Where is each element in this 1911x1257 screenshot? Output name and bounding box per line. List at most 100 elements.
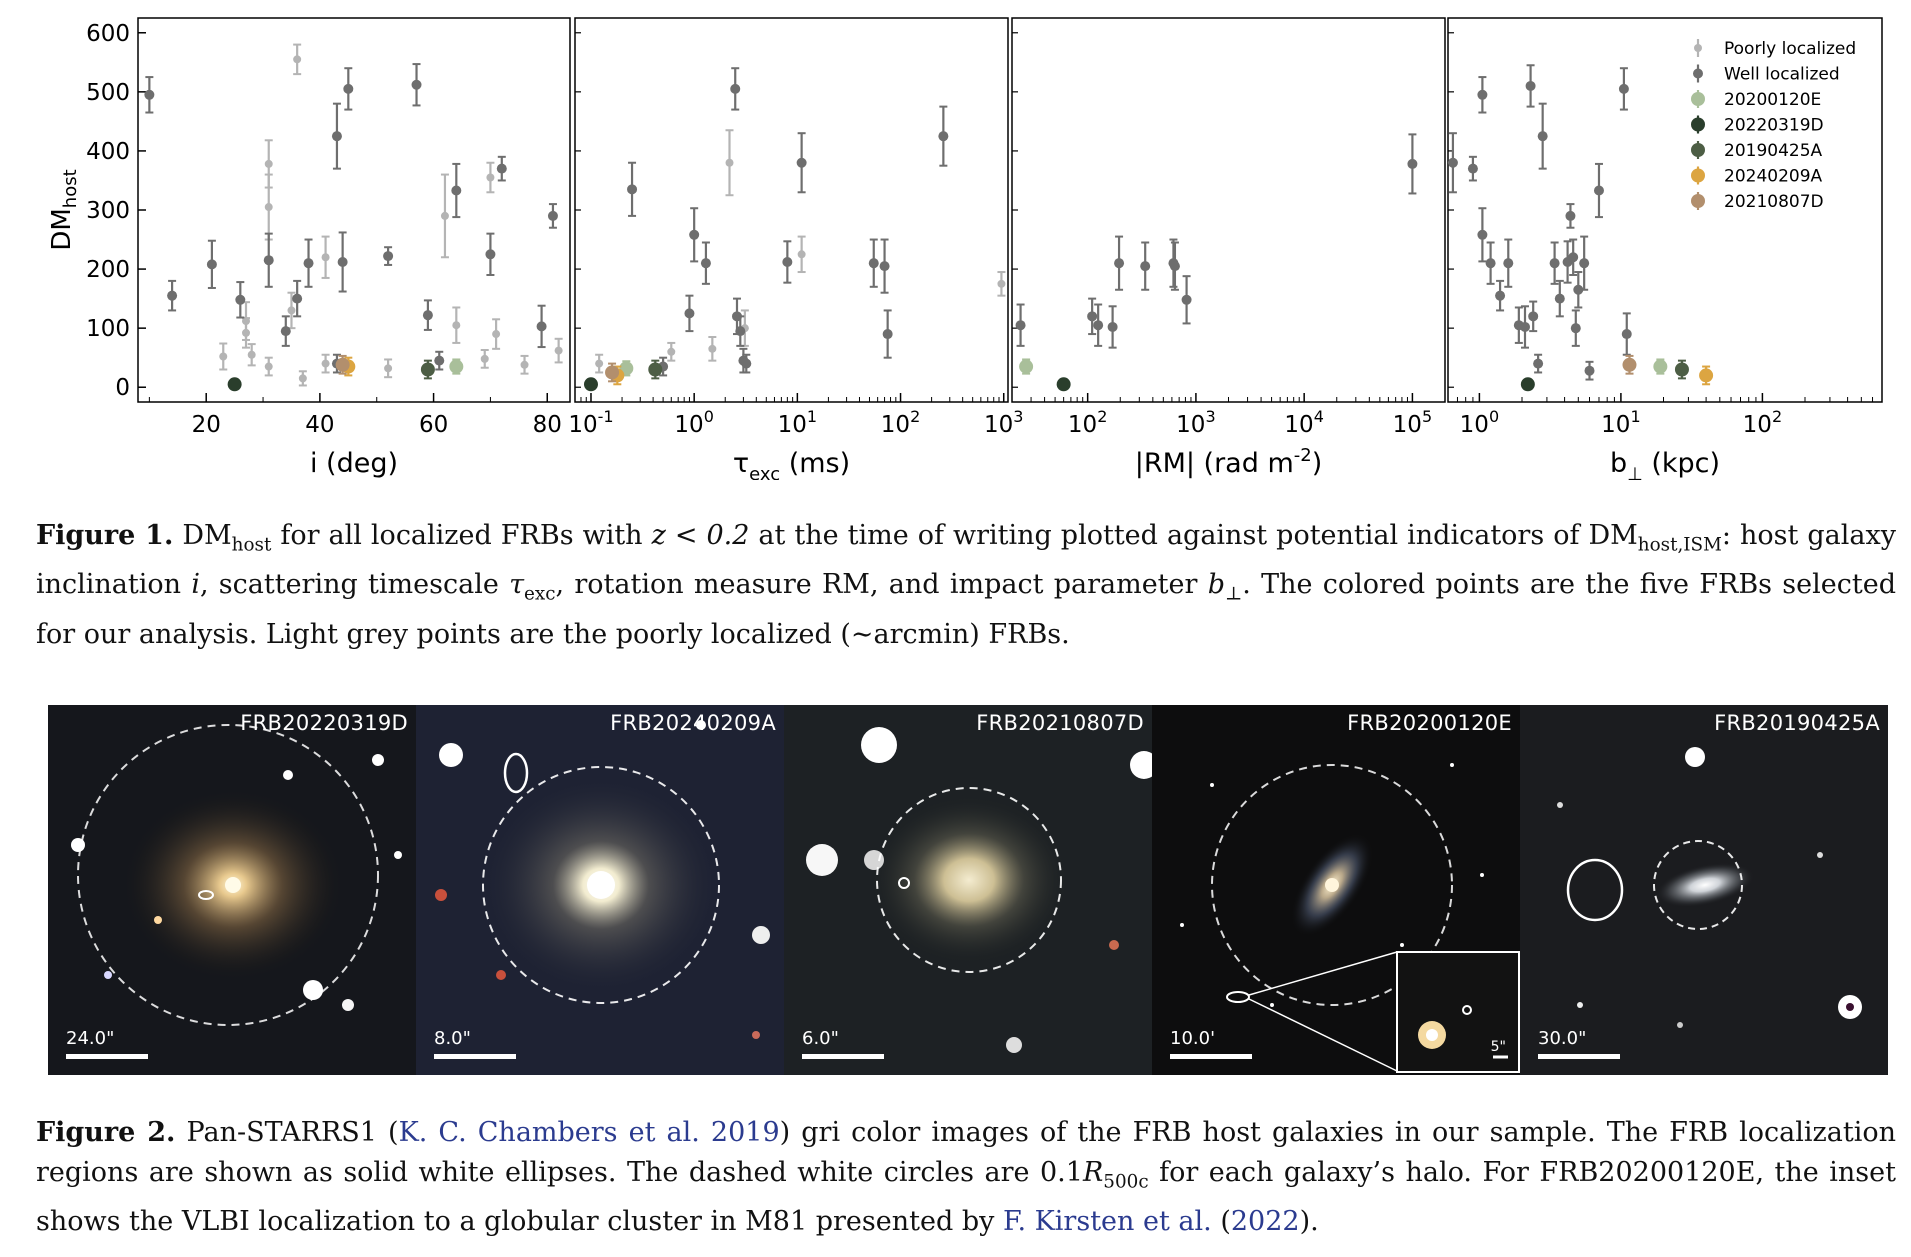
y-tick-label: 600 — [86, 21, 130, 47]
legend-marker — [1694, 44, 1702, 52]
x-axis-label-end: (kpc) — [1643, 448, 1720, 479]
x-tick-label: 103 — [1176, 407, 1215, 438]
y-tick-label: 0 — [115, 375, 130, 401]
data-point-well-localized — [1114, 258, 1125, 269]
data-point-poorly-localized — [264, 159, 273, 168]
x-tick-label: 60 — [419, 412, 448, 438]
data-point-well-localized — [882, 329, 893, 340]
x-axis-label: |RM| (rad m-2) — [1135, 445, 1323, 479]
figure-2-images: FRB20220319D 24.0" FRB20240209A 8. — [48, 705, 1888, 1075]
data-point-poorly-localized — [321, 253, 330, 262]
scale-bar — [802, 1054, 884, 1059]
data-point-well-localized — [1015, 320, 1026, 331]
data-point-well-localized — [1584, 365, 1595, 376]
caption-text: ) gri color images of the FRB host galax… — [36, 1117, 1896, 1188]
data-point-poorly-localized — [321, 359, 330, 368]
caption-text: Pan-STARRS1 ( — [186, 1117, 399, 1148]
y-axis-label: DMhost — [47, 169, 81, 250]
y-tick-label: 200 — [86, 257, 130, 283]
data-point-poorly-localized — [384, 364, 393, 373]
data-point-20210807d — [605, 365, 620, 380]
y-tick-label: 500 — [86, 80, 130, 106]
data-point-well-localized — [1621, 329, 1632, 340]
caption-sub: ⊥ — [1224, 583, 1243, 605]
x-tick-label: 103 — [984, 407, 1023, 438]
x-tick-exponent: 1 — [807, 407, 817, 426]
figure-1-caption: Figure 1. DMhost for all localized FRBs … — [36, 516, 1896, 655]
data-point-well-localized — [422, 310, 433, 321]
plot-frame — [1011, 17, 1446, 403]
data-point-well-localized — [263, 255, 274, 266]
data-point-well-localized — [1477, 89, 1488, 100]
citation-kirsten-year[interactable]: 2022 — [1230, 1206, 1300, 1238]
data-point-poorly-localized — [480, 354, 489, 363]
x-axis-label-sup: -2 — [1294, 445, 1312, 466]
caption-text: at the time of writing plotted against p… — [749, 520, 1638, 551]
x-tick-label: 102 — [1068, 407, 1107, 438]
data-point-poorly-localized — [595, 359, 604, 368]
data-point-poorly-localized — [997, 279, 1006, 288]
scale-label: 6.0" — [802, 1028, 839, 1049]
host-image — [1520, 705, 1888, 1075]
scale-bar — [66, 1054, 148, 1059]
y-axis-label-sub: host — [60, 169, 81, 208]
legend-marker — [1691, 143, 1705, 157]
legend-marker — [1691, 194, 1705, 208]
data-point-poorly-localized — [219, 352, 228, 361]
caption-math: i — [191, 569, 200, 601]
legend-marker — [1691, 92, 1705, 106]
caption-text: . The colored points are the five FRBs s… — [36, 569, 1896, 650]
data-point-well-localized — [411, 79, 422, 90]
scale-label: 24.0" — [66, 1028, 115, 1049]
caption-math: R — [1082, 1157, 1104, 1188]
data-point-well-localized — [496, 163, 507, 174]
caption-sub: host — [231, 534, 272, 556]
data-point-poorly-localized — [298, 374, 307, 383]
citation-kirsten[interactable]: F. Kirsten et al. — [1002, 1206, 1212, 1238]
data-point-poorly-localized — [492, 330, 501, 339]
data-point-well-localized — [235, 294, 246, 305]
caption-text: : host galaxy inclination — [36, 520, 1896, 601]
data-point-20200120e — [449, 359, 464, 374]
data-point-well-localized — [1140, 261, 1151, 272]
x-axis-label: τexc (ms) — [733, 448, 850, 480]
data-point-well-localized — [303, 258, 314, 269]
panel-title: FRB20210807D — [976, 711, 1144, 735]
scale-label: 30.0" — [1538, 1028, 1587, 1049]
panel-title: FRB20200120E — [1347, 711, 1512, 735]
x-tick-label: 80 — [533, 412, 562, 438]
panel-title: FRB20240209A — [610, 711, 776, 735]
data-point-well-localized — [1554, 293, 1565, 304]
x-tick-exponent: 3 — [1205, 407, 1215, 426]
scale-bar — [1170, 1054, 1252, 1059]
data-point-20190425a — [420, 362, 435, 377]
data-point-20210807d — [1622, 357, 1637, 372]
x-tick-label: 10-1 — [568, 407, 613, 438]
citation-chambers[interactable]: K. C. Chambers et al. 2019 — [398, 1117, 780, 1148]
data-point-well-localized — [536, 321, 547, 332]
data-point-well-localized — [741, 358, 752, 369]
x-tick-exponent: 2 — [1772, 407, 1782, 426]
panel-title: FRB20220319D — [240, 711, 408, 735]
caption-sub: host,ISM — [1637, 534, 1722, 556]
caption-sub: exc — [524, 583, 556, 605]
data-point-well-localized — [1181, 294, 1192, 305]
x-tick-label: 100 — [1460, 407, 1499, 438]
caption-text: for all localized FRBs with — [271, 520, 652, 551]
plot-frame — [574, 17, 1009, 403]
data-point-well-localized — [1568, 252, 1579, 263]
data-point-well-localized — [1485, 258, 1496, 269]
legend-label: Poorly localized — [1724, 39, 1856, 59]
caption-text: , scattering timescale — [199, 569, 510, 601]
data-point-well-localized — [434, 355, 445, 366]
x-tick-label: 105 — [1393, 407, 1432, 438]
x-tick-exponent: 3 — [1013, 407, 1023, 426]
x-tick-exponent: 0 — [704, 407, 714, 426]
data-point-poorly-localized — [242, 317, 250, 326]
host-image — [784, 705, 1152, 1075]
data-point-well-localized — [1407, 158, 1418, 169]
data-point-well-localized — [337, 256, 348, 267]
data-point-poorly-localized — [440, 211, 449, 220]
data-point-well-localized — [1525, 80, 1536, 91]
x-tick-label: 100 — [674, 407, 713, 438]
